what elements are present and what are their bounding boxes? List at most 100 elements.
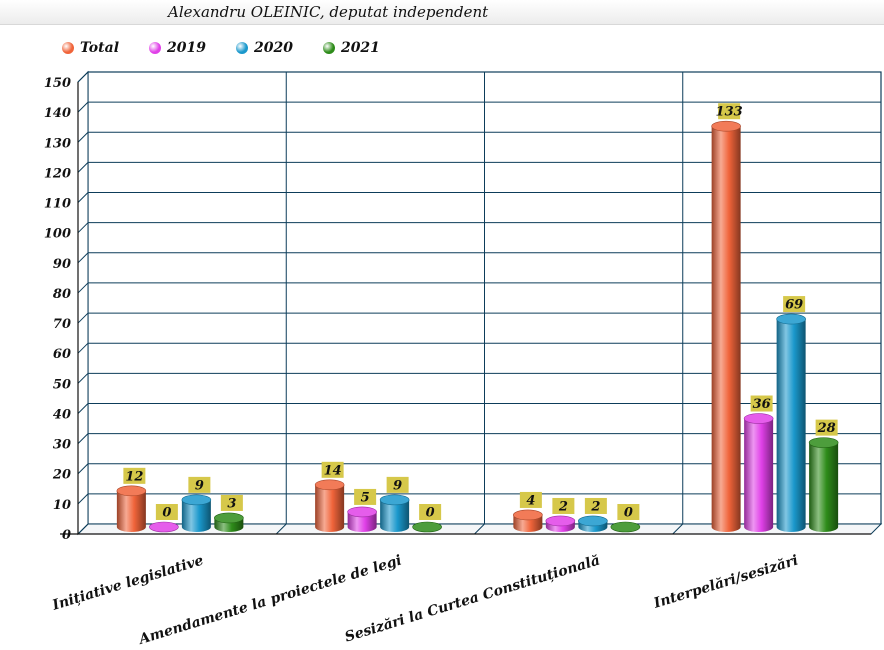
legend-item: 2019 — [149, 40, 206, 56]
bar — [380, 499, 410, 532]
bar-top — [808, 437, 839, 448]
x-tick-label: Inițiative legislative — [50, 553, 206, 615]
floor-separator — [474, 523, 485, 535]
bar-top — [545, 515, 576, 527]
bar — [809, 442, 839, 532]
y-tick-label: 90 — [53, 257, 71, 272]
gridline-depth — [77, 282, 89, 294]
data-label: 0 — [162, 506, 171, 521]
data-label-box — [519, 491, 542, 508]
data-label-box — [617, 504, 640, 520]
legend-marker — [62, 42, 74, 54]
bar-top — [513, 509, 543, 521]
data-label-box — [783, 296, 806, 313]
y-tick-label: 0 — [62, 528, 71, 543]
bar-top — [578, 515, 608, 527]
gridline-depth — [77, 192, 89, 203]
bar — [315, 484, 345, 532]
bar-top — [116, 485, 147, 497]
floor-separator — [275, 523, 287, 535]
gridline-depth — [77, 493, 89, 505]
chart-title: Alexandru OLEINIC, deputat independent — [168, 3, 489, 21]
legend-label: 2019 — [167, 40, 206, 56]
legend-label: Total — [80, 40, 120, 56]
y-tick-label: 30 — [53, 438, 71, 453]
gridline-depth — [77, 433, 89, 444]
y-tick-label: 110 — [44, 197, 71, 212]
bar-top — [149, 521, 179, 533]
y-tick-label: 60 — [53, 347, 71, 362]
data-label: 14 — [324, 463, 342, 478]
bar-top — [347, 506, 377, 518]
bar-top — [711, 120, 741, 132]
legend-label: 2021 — [340, 40, 380, 56]
data-label: 12 — [125, 469, 143, 484]
legend-marker — [235, 42, 248, 54]
data-label: 133 — [716, 105, 743, 120]
bar-top — [214, 512, 244, 524]
gridline-depth — [77, 222, 89, 234]
data-label-box — [220, 494, 243, 511]
gridline-depth — [77, 101, 89, 113]
data-label-box — [552, 497, 575, 514]
y-tick-label: 50 — [53, 377, 71, 392]
gridline-depth — [77, 372, 89, 384]
data-label-box — [354, 488, 377, 505]
legend-item: 2020 — [235, 40, 293, 56]
bar — [181, 499, 211, 532]
y-tick-label: 120 — [44, 166, 71, 181]
data-label-box — [386, 476, 409, 493]
data-label-box — [188, 476, 211, 493]
bar — [347, 511, 377, 532]
data-label: 0 — [624, 506, 633, 521]
data-label: 4 — [526, 493, 535, 508]
data-label: 5 — [361, 490, 370, 505]
y-tick-label: 20 — [52, 468, 71, 483]
data-label: 2 — [590, 499, 600, 514]
data-label-box — [123, 467, 146, 484]
bar — [711, 126, 741, 532]
data-label: 2 — [558, 499, 568, 514]
data-label: 69 — [785, 298, 803, 313]
legend: Total 2019 2020 2021 — [62, 39, 380, 59]
data-label: 3 — [227, 496, 236, 511]
data-label: 0 — [426, 506, 435, 521]
gridline-depth — [77, 162, 89, 173]
data-label-box — [584, 497, 607, 514]
gridline-depth — [77, 403, 89, 414]
bar-top — [743, 413, 774, 424]
data-label-box — [815, 419, 838, 436]
bar — [116, 490, 146, 532]
legend-item: Total — [62, 40, 119, 56]
bar — [776, 319, 806, 532]
y-tick-label: 70 — [53, 317, 71, 332]
gridline-depth — [77, 463, 89, 475]
y-tick-label: 100 — [44, 227, 71, 242]
bar-top — [181, 494, 212, 506]
data-label-box — [750, 395, 773, 412]
data-label: 9 — [195, 478, 204, 493]
data-label-box — [718, 103, 741, 120]
bar-top — [776, 313, 806, 325]
data-label: 36 — [753, 397, 771, 412]
legend-marker — [322, 42, 335, 54]
data-label-box — [419, 504, 442, 520]
gridline-depth — [77, 342, 89, 354]
gridline-depth — [77, 523, 89, 535]
y-tick-label: 80 — [53, 287, 71, 302]
y-tick-label: 140 — [44, 106, 71, 121]
y-tick-label: 150 — [44, 76, 71, 91]
x-tick-label: Interpelări/sesizări — [651, 553, 800, 612]
legend-marker — [149, 42, 162, 54]
y-tick-label: 40 — [53, 407, 71, 422]
legend-item: 2021 — [322, 40, 380, 56]
data-label: 9 — [393, 478, 402, 493]
gridline-depth — [77, 71, 89, 83]
bar — [744, 418, 774, 532]
data-label-box — [155, 504, 178, 520]
gridline-depth — [77, 312, 89, 324]
bar-top — [314, 479, 345, 491]
legend-label: 2020 — [253, 40, 293, 56]
y-tick-label: 10 — [53, 498, 71, 513]
